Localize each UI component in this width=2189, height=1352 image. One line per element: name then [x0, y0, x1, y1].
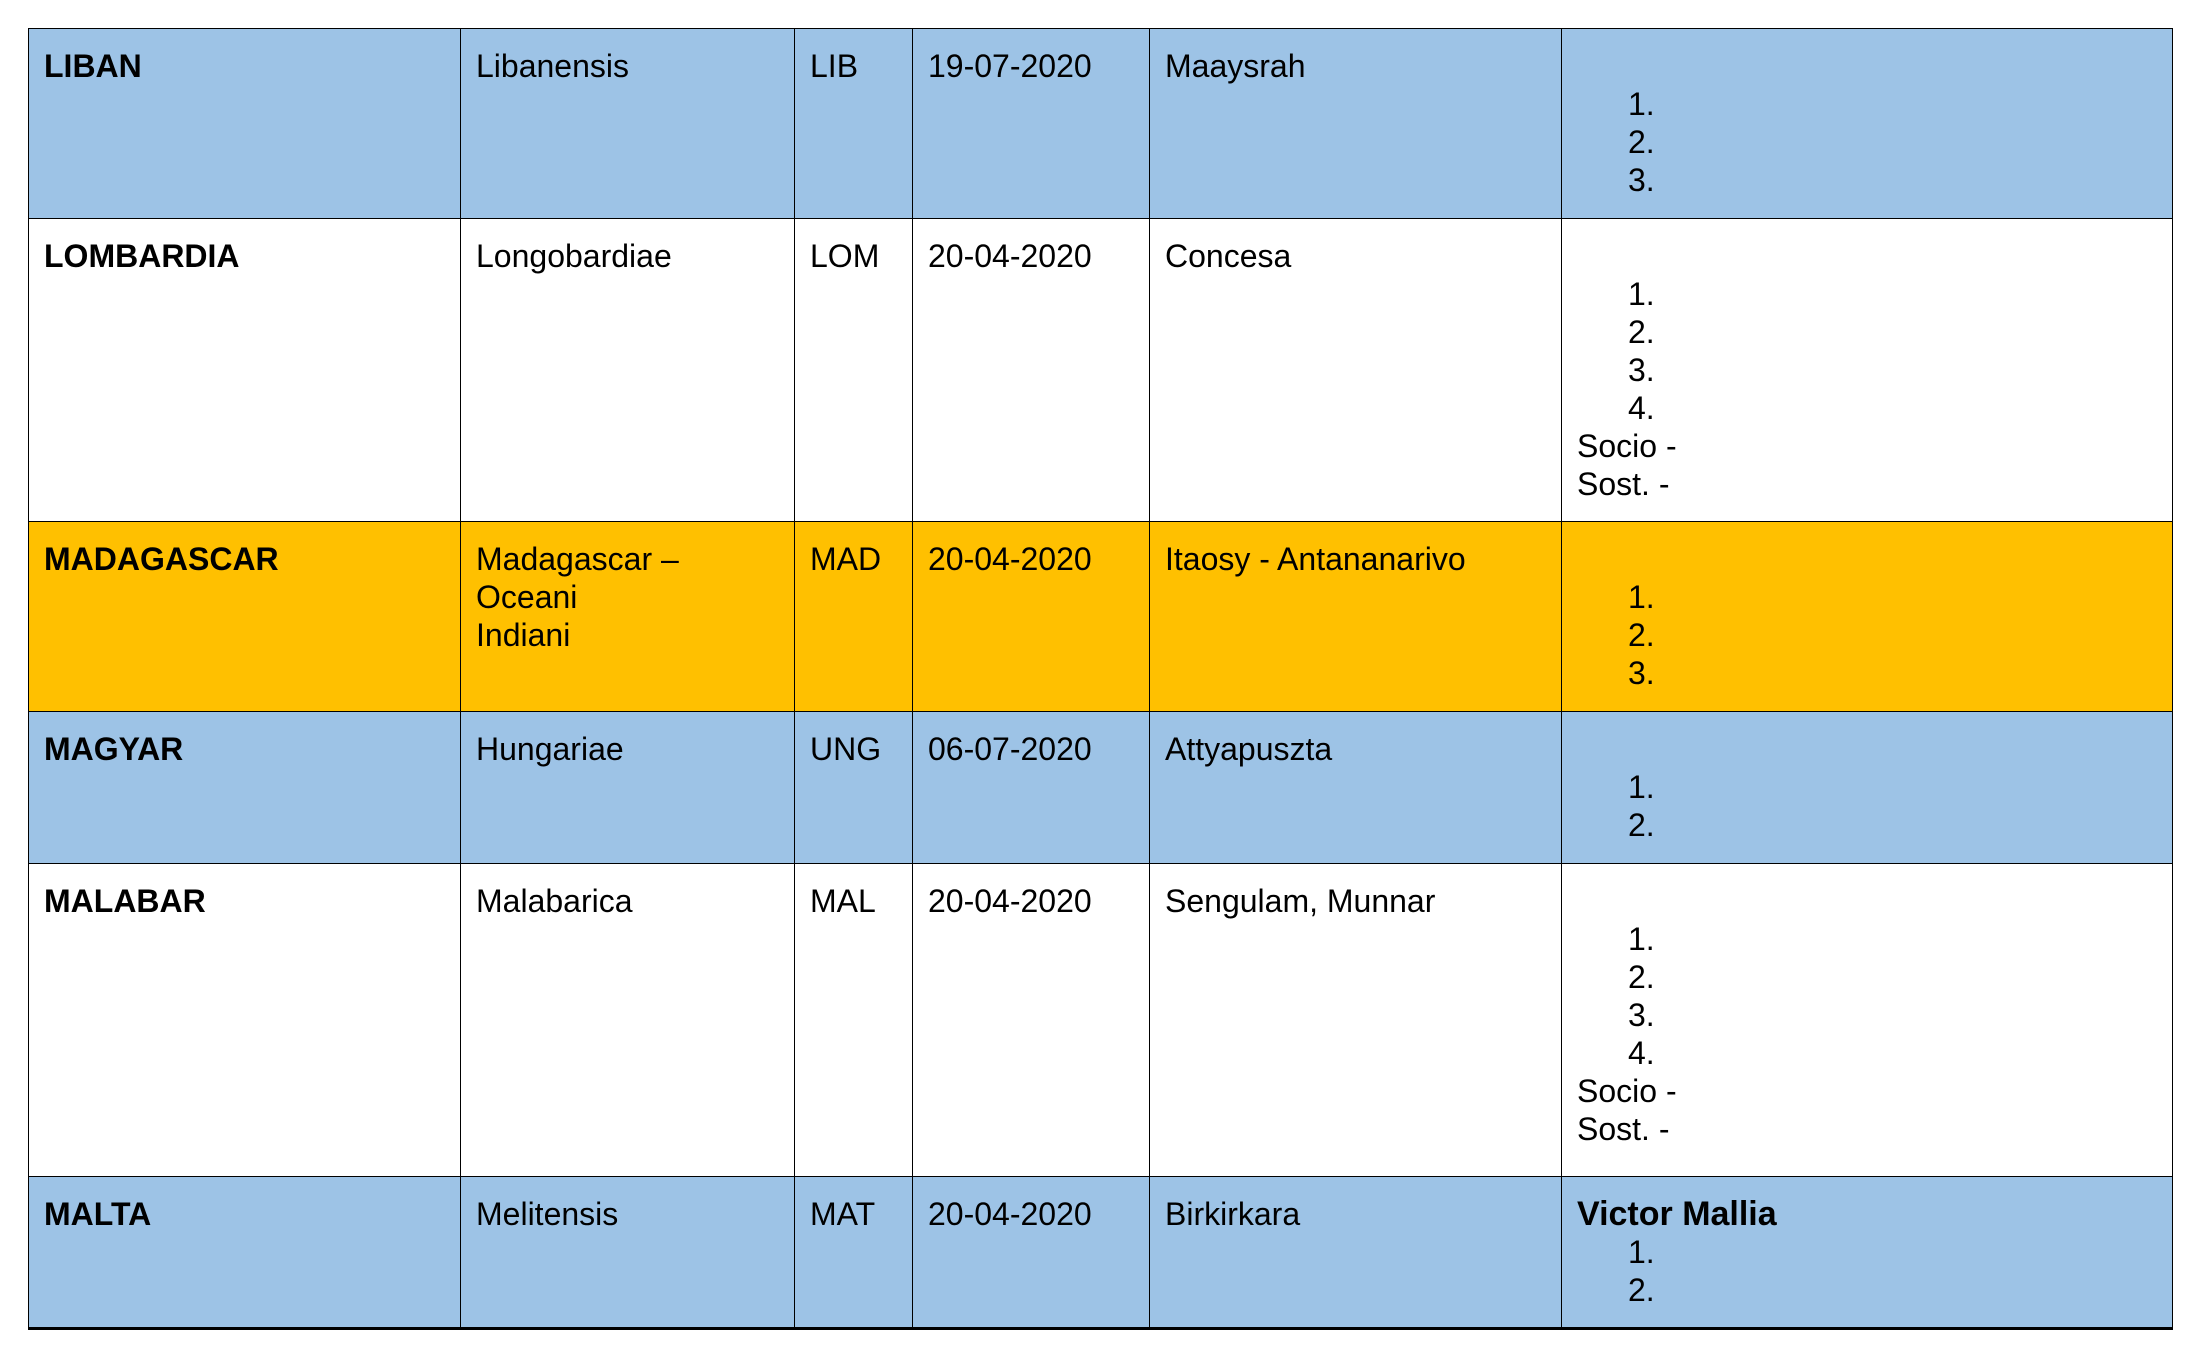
region-place: Itaosy - Antananarivo: [1149, 521, 1562, 712]
region-date: 20-04-2020: [912, 521, 1150, 712]
latin-name: Malabarica: [460, 863, 795, 1177]
members-cell: 1. 2. 3. 4. Socio - Sost. -: [1561, 863, 2173, 1177]
members-cell: 1. 2. 3. 4. Socio - Sost. -: [1561, 218, 2173, 522]
members-list: 1. 2.: [1577, 768, 2158, 844]
members-lead: [1577, 730, 2158, 768]
region-date: 20-04-2020: [912, 1176, 1150, 1330]
region-place: Concesa: [1149, 218, 1562, 522]
region-name: MALABAR: [28, 863, 461, 1177]
list-item: 1.: [1628, 921, 1655, 957]
list-item: 4.: [1628, 390, 1655, 426]
latin-name: Libanensis: [460, 28, 795, 219]
members-list: 1. 2. 3.: [1577, 578, 2158, 692]
list-item: 3.: [1628, 997, 1655, 1033]
region-code: MAL: [794, 863, 913, 1177]
table-row: LOMBARDIA Longobardiae LOM 20-04-2020 Co…: [28, 218, 2173, 522]
members-lead: [1577, 237, 2158, 275]
list-item: 4.: [1628, 1035, 1655, 1071]
latin-name-line: Malabarica: [476, 883, 633, 919]
list-item: 3.: [1628, 162, 1655, 198]
members-list: 1. 2.: [1577, 1233, 2158, 1309]
table-row: MAGYAR Hungariae UNG 06-07-2020 Attyapus…: [28, 711, 2173, 864]
list-item: 1.: [1628, 276, 1655, 312]
members-lead: Victor Mallia: [1577, 1195, 1777, 1233]
members-lead: [1577, 47, 2158, 85]
members-lead: [1577, 882, 2158, 920]
members-cell: 1. 2.: [1561, 711, 2173, 864]
members-cell: 1. 2. 3.: [1561, 521, 2173, 712]
latin-name-line: Madagascar –: [476, 541, 679, 577]
region-code: LIB: [794, 28, 913, 219]
region-place: Attyapuszta: [1149, 711, 1562, 864]
latin-name-line: Oceani: [476, 579, 578, 615]
latin-name: Longobardiae: [460, 218, 795, 522]
region-name: LIBAN: [28, 28, 461, 219]
members-list: 1. 2. 3. 4. Socio - Sost. -: [1577, 275, 2158, 503]
region-place: Birkirkara: [1149, 1176, 1562, 1330]
latin-name-line: Melitensis: [476, 1196, 619, 1232]
table-body: LIBAN Libanensis LIB 19-07-2020 Maaysrah…: [28, 28, 2173, 1330]
list-item: 2.: [1628, 617, 1655, 653]
region-place: Sengulam, Munnar: [1149, 863, 1562, 1177]
region-name: MAGYAR: [28, 711, 461, 864]
latin-name-line: Longobardiae: [476, 238, 672, 274]
list-item: 2.: [1628, 314, 1655, 350]
members-list: 1. 2. 3. 4. Socio - Sost. -: [1577, 920, 2158, 1148]
members-cell: Victor Mallia 1. 2.: [1561, 1176, 2173, 1330]
latin-name-line: Hungariae: [476, 731, 624, 767]
region-place: Maaysrah: [1149, 28, 1562, 219]
members-list: 1. 2. 3.: [1577, 85, 2158, 199]
list-item: 2.: [1628, 124, 1655, 160]
regions-table: LIBAN Libanensis LIB 19-07-2020 Maaysrah…: [28, 28, 2173, 1330]
table-row: MALTA Melitensis MAT 20-04-2020 Birkirka…: [28, 1176, 2173, 1330]
table-row: MADAGASCAR Madagascar – Oceani Indiani M…: [28, 521, 2173, 712]
list-item-sost: Sost. -: [1577, 466, 1670, 502]
region-code: MAT: [794, 1176, 913, 1330]
latin-name: Madagascar – Oceani Indiani: [460, 521, 795, 712]
latin-name-line: Libanensis: [476, 48, 629, 84]
region-code: UNG: [794, 711, 913, 864]
region-date: 19-07-2020: [912, 28, 1150, 219]
region-date: 20-04-2020: [912, 218, 1150, 522]
list-item: 2.: [1628, 1272, 1655, 1308]
list-item-socio: Socio -: [1577, 1073, 1677, 1109]
region-date: 20-04-2020: [912, 863, 1150, 1177]
region-date: 06-07-2020: [912, 711, 1150, 864]
latin-name: Hungariae: [460, 711, 795, 864]
list-item-sost: Sost. -: [1577, 1111, 1670, 1147]
list-item: 1.: [1628, 579, 1655, 615]
list-item: 2.: [1628, 959, 1655, 995]
members-cell: 1. 2. 3.: [1561, 28, 2173, 219]
region-name: LOMBARDIA: [28, 218, 461, 522]
list-item: 1.: [1628, 769, 1655, 805]
region-name: MALTA: [28, 1176, 461, 1330]
list-item: 1.: [1628, 1234, 1655, 1270]
list-item: 3.: [1628, 655, 1655, 691]
list-item-socio: Socio -: [1577, 428, 1677, 464]
list-item: 3.: [1628, 352, 1655, 388]
members-lead: [1577, 540, 2158, 578]
latin-name: Melitensis: [460, 1176, 795, 1330]
region-code: MAD: [794, 521, 913, 712]
table-row: LIBAN Libanensis LIB 19-07-2020 Maaysrah…: [28, 28, 2173, 219]
list-item: 2.: [1628, 807, 1655, 843]
region-name: MADAGASCAR: [28, 521, 461, 712]
region-code: LOM: [794, 218, 913, 522]
list-item: 1.: [1628, 86, 1655, 122]
latin-name-line: Indiani: [476, 617, 571, 653]
table-row: MALABAR Malabarica MAL 20-04-2020 Sengul…: [28, 863, 2173, 1177]
